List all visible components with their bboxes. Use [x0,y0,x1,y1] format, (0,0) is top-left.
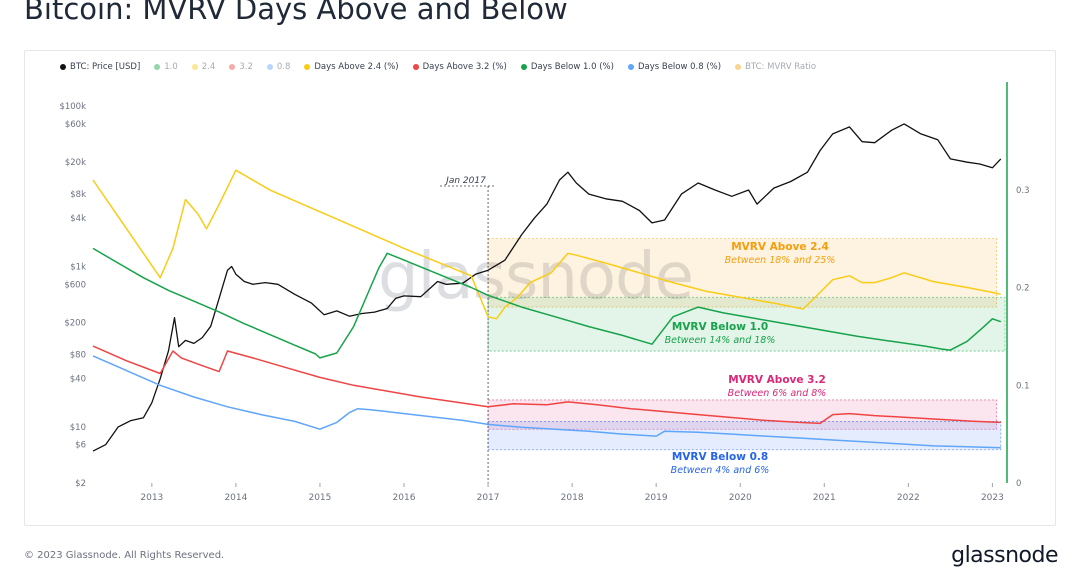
legend-item[interactable]: Days Above 2.4 (%) [304,60,399,74]
series-line-3 [92,345,1001,425]
y-right-tick-label: 0.1 [1016,381,1030,391]
y-right-tick-label: 0.2 [1016,284,1030,294]
band-sublabel: Between 18% and 25% [725,255,836,266]
y-right-tick-label: 0.3 [1016,186,1030,196]
band-label: MVRV Above 2.4 [731,241,829,253]
legend-item[interactable]: Days Below 0.8 (%) [627,60,722,74]
y-left-tick-label: $10 [70,423,86,433]
legend-label: 1.0 [164,62,178,72]
y-left-tick-label: $600 [64,280,86,290]
legend-dot [191,64,198,70]
legend-label: BTC: MVRV Ratio [745,62,817,72]
x-tick-label: 2019 [645,493,668,503]
y-left-tick-label: $100k [59,102,86,112]
y-left-tick-label: $6 [75,441,86,451]
band-sublabel: Between 6% and 8% [728,388,827,399]
x-tick-label: 2013 [140,493,163,503]
legend-item[interactable]: Days Above 3.2 (%) [412,60,507,74]
series-line-1 [92,169,1001,320]
x-tick-label: 2014 [224,493,247,503]
legend-dot [520,64,527,70]
legend-dot [229,64,236,70]
copyright-footer: © 2023 Glassnode. All Rights Reserved. [24,550,225,561]
legend-dot [154,64,161,70]
x-tick-label: 2018 [561,493,584,503]
y-left-tick-label: $8k [70,190,86,200]
band-rect [487,399,997,430]
legend-dot [412,64,419,70]
band-label: MVRV Below 1.0 [672,321,768,333]
x-tick-label: 2017 [477,493,500,503]
y-left-tick-label: $60k [65,120,86,130]
legend-item[interactable]: Days Below 1.0 (%) [520,60,614,74]
x-tick-label: 2022 [897,493,920,503]
legend-label: 2.4 [201,62,216,72]
legend-dot [627,64,634,70]
y-left-tick-label: $4k [70,214,86,224]
legend-label: 3.2 [239,62,253,72]
legend-label: 0.8 [276,62,291,72]
legend-item[interactable]: 0.8 [266,60,291,74]
y-left-tick-label: $1k [70,263,86,273]
band-sublabel: Between 4% and 6% [671,465,770,476]
band-label: MVRV Above 3.2 [728,374,826,386]
y-left-tick-label: $20k [65,158,86,168]
legend-dot [735,64,742,70]
y-left-tick-label: $2 [75,479,86,489]
chart-legend: BTC: Price [USD] 1.0 2.4 3.2 0.8 Days Above 2… [60,60,816,74]
legend-dot [60,64,66,70]
legend-label: Days Below 0.8 (%) [637,62,722,72]
x-tick-label: 2023 [981,493,1004,503]
series-line-4 [92,355,1001,449]
x-tick-label: 2021 [813,493,836,503]
legend-item[interactable]: 2.4 [191,60,216,74]
band-rect [487,296,1006,352]
legend-dot [266,64,273,70]
chart-card [24,50,1056,526]
legend-item[interactable]: 3.2 [229,60,253,74]
legend-label: Days Above 3.2 (%) [422,62,507,72]
legend-item[interactable]: 1.0 [154,60,178,74]
brand-logo: glassnode [951,543,1058,568]
y-right-tick-label: 0 [1016,479,1021,489]
legend-item[interactable]: BTC: Price [USD] [60,60,140,74]
x-tick-label: 2015 [308,493,331,503]
chart-title: Bitcoin: MVRV Days Above and Below [24,0,568,26]
legend-label: Days Below 1.0 (%) [530,62,614,72]
series-line-0 [92,123,1002,452]
legend-item[interactable]: BTC: MVRV Ratio [735,60,816,74]
y-left-tick-label: $200 [64,319,86,329]
legend-dot [304,64,311,70]
x-tick-label: 2020 [729,493,752,503]
y-left-tick-label: $80 [70,351,86,361]
series-line-2 [92,247,1002,359]
band-sublabel: Between 14% and 18% [665,335,776,346]
annotation-label: Jan 2017 [444,176,486,186]
band-label: MVRV Below 0.8 [672,451,768,463]
x-tick-label: 2016 [393,493,416,503]
y-left-tick-label: $40 [70,375,86,385]
legend-label: BTC: Price [USD] [70,62,141,72]
legend-label: Days Above 2.4 (%) [314,62,399,72]
band-rect [487,238,997,308]
